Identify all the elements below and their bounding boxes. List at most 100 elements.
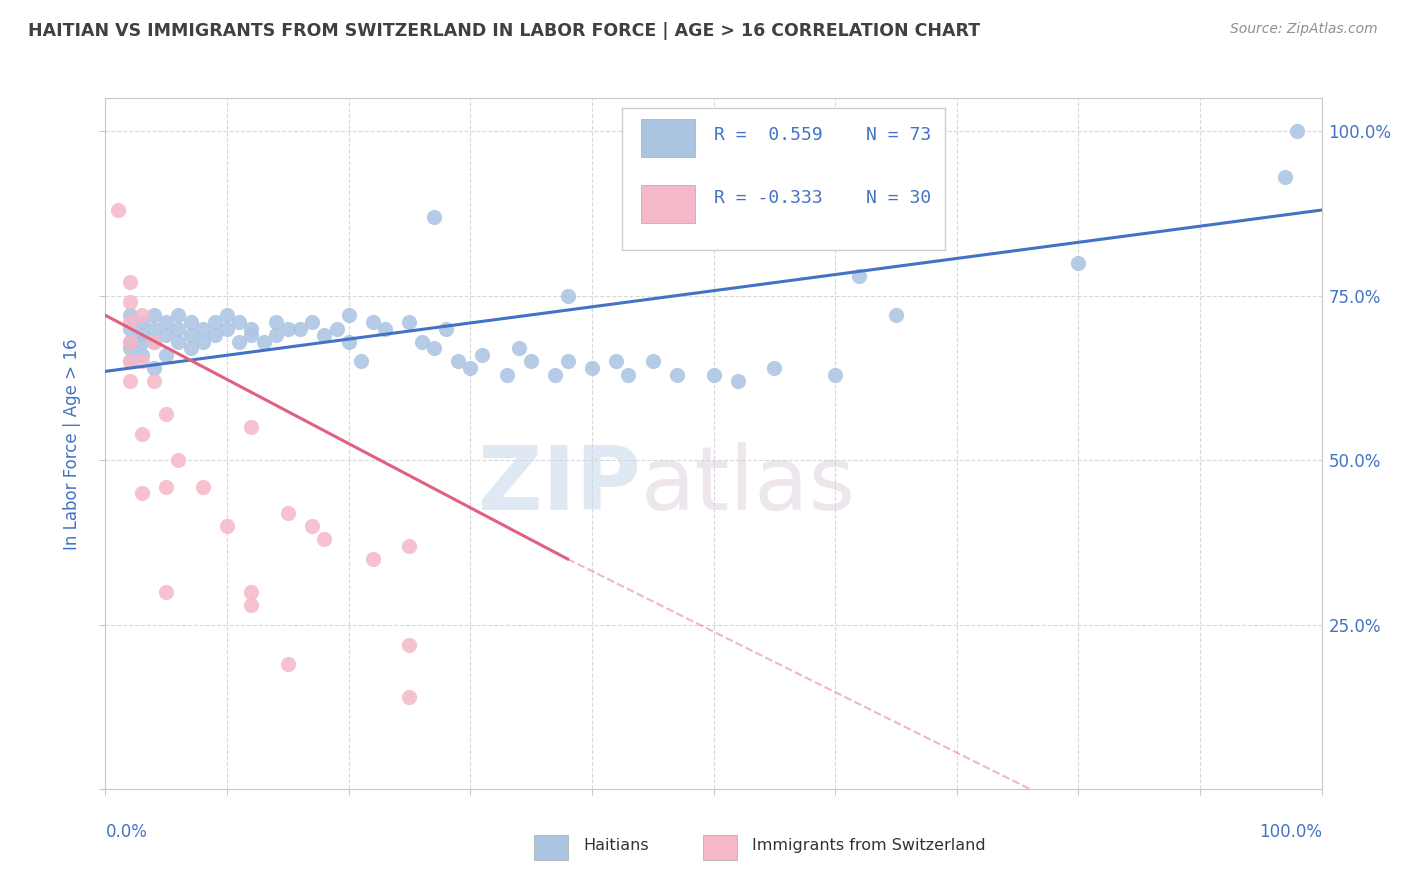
Point [131,354,153,368]
Point [118,354,141,368]
Point [191,321,214,335]
Point [167,309,190,323]
Point [143,361,166,376]
Point [155,585,177,599]
Point [155,328,177,343]
FancyBboxPatch shape [641,119,696,157]
Point [423,341,446,355]
Point [180,341,202,355]
Point [240,321,263,335]
Point [131,334,153,349]
Point [131,348,153,362]
Point [458,361,481,376]
Point [605,354,627,368]
Point [180,315,202,329]
Point [167,321,190,335]
Point [180,328,202,343]
Point [641,354,664,368]
Point [228,315,250,329]
Point [118,321,141,335]
Point [143,374,166,388]
Point [398,638,420,652]
Point [398,690,420,705]
Point [824,368,846,382]
Point [191,479,214,493]
Point [155,407,177,421]
Point [314,328,336,343]
FancyBboxPatch shape [641,185,696,223]
Point [337,334,360,349]
Point [240,328,263,343]
Point [350,354,373,368]
FancyBboxPatch shape [623,109,945,251]
Point [884,309,907,323]
Point [217,519,239,533]
Point [581,361,603,376]
Point [217,309,239,323]
Point [288,321,311,335]
Text: R =  0.559: R = 0.559 [713,126,823,144]
Point [191,334,214,349]
Text: Immigrants from Switzerland: Immigrants from Switzerland [752,838,986,853]
Point [301,315,323,329]
Text: atlas: atlas [641,442,856,529]
Point [252,334,274,349]
Point [763,361,786,376]
Point [398,315,420,329]
Text: HAITIAN VS IMMIGRANTS FROM SWITZERLAND IN LABOR FORCE | AGE > 16 CORRELATION CHA: HAITIAN VS IMMIGRANTS FROM SWITZERLAND I… [28,22,980,40]
Point [557,354,579,368]
Point [167,334,190,349]
Point [411,334,433,349]
Point [848,268,870,283]
Point [118,341,141,355]
Point [155,348,177,362]
Point [264,315,287,329]
Point [131,309,153,323]
Point [204,315,226,329]
Point [361,315,384,329]
Point [1286,124,1309,138]
Point [508,341,530,355]
Point [118,315,141,329]
Point [143,334,166,349]
Point [143,334,166,349]
Point [520,354,543,368]
Point [471,348,494,362]
Point [155,315,177,329]
Point [557,288,579,302]
Point [398,539,420,553]
Point [240,598,263,612]
Text: N = 73: N = 73 [866,126,931,144]
Point [277,506,299,520]
Text: 100.0%: 100.0% [1258,823,1322,841]
Point [143,321,166,335]
Y-axis label: In Labor Force | Age > 16: In Labor Force | Age > 16 [63,338,82,549]
Point [131,315,153,329]
Point [131,486,153,500]
Point [361,552,384,566]
Point [240,420,263,434]
Point [131,328,153,343]
Point [277,657,299,672]
Point [143,309,166,323]
Point [118,354,141,368]
Point [495,368,517,382]
Point [228,334,250,349]
Point [374,321,396,335]
Point [447,354,470,368]
Point [277,321,299,335]
Point [1067,256,1090,270]
Point [1274,170,1296,185]
Point [666,368,689,382]
Point [314,533,336,547]
Point [217,321,239,335]
Point [204,328,226,343]
Point [107,202,129,217]
Point [131,426,153,441]
Text: 0.0%: 0.0% [105,823,148,841]
Point [118,309,141,323]
Point [118,334,141,349]
Point [434,321,457,335]
Text: Haitians: Haitians [583,838,650,853]
Point [702,368,725,382]
